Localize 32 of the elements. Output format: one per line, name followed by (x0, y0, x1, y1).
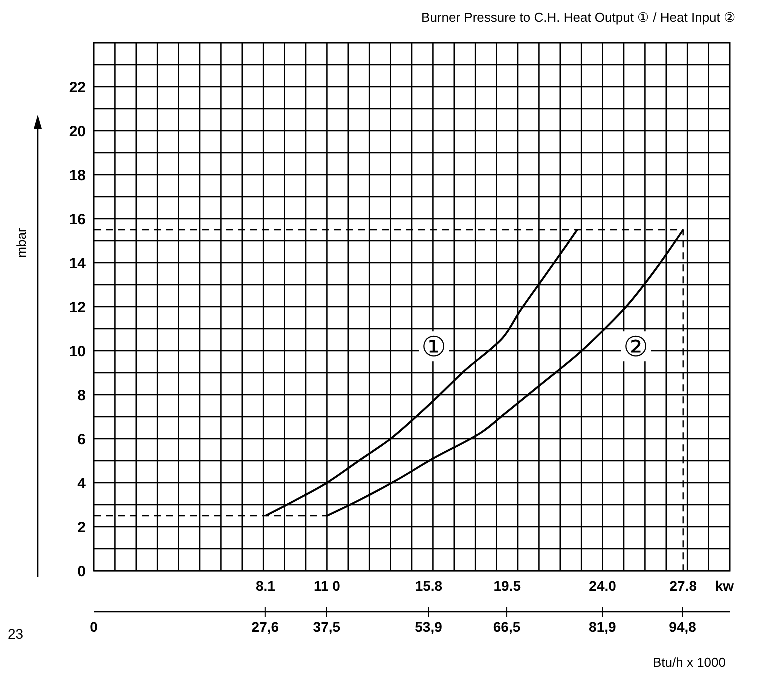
chart-title: Burner Pressure to C.H. Heat Output ① / Heat Input ② (422, 10, 736, 25)
x2-tick-label: 27,6 (252, 619, 280, 635)
x-tick-label: 19.5 (494, 578, 522, 594)
y-tick-label: 8 (78, 387, 86, 404)
y-tick-label: 20 (69, 123, 86, 140)
y-tick-label: 16 (69, 211, 86, 228)
x-tick-label: 24.0 (589, 578, 617, 594)
y-tick-label: 4 (78, 475, 87, 492)
x2-tick-label: 53,9 (415, 619, 443, 635)
y-axis-title: mbar (14, 228, 29, 258)
y-tick-label: 6 (78, 431, 86, 448)
text: 23 (8, 626, 24, 642)
y-tick-label: 2 (78, 519, 86, 536)
x-axis-title: kw (715, 578, 734, 594)
x2-axis-title: Btu/h x 1000 (653, 655, 726, 670)
y-tick-label: 18 (69, 167, 86, 184)
x-tick-label: 15.8 (415, 578, 443, 594)
x-tick-label: 8.1 (256, 578, 276, 594)
x2-tick-label: 66,5 (493, 619, 521, 635)
x-tick-label: 11 0 (314, 578, 341, 594)
y-tick-label: 0 (78, 563, 86, 580)
x-tick-label: 27.8 (670, 578, 698, 594)
annotation: ① (421, 330, 447, 364)
y-tick-label: 10 (69, 343, 86, 360)
y-tick-label: 12 (69, 299, 86, 316)
x2-tick-label: 94,8 (669, 619, 697, 635)
annotation: ② (623, 330, 649, 364)
x2-tick-label: 37,5 (313, 619, 341, 635)
x2-tick-label: 0 (90, 619, 98, 635)
y-tick-label: 14 (69, 255, 87, 272)
x2-tick-label: 81,9 (589, 619, 617, 635)
y-tick-label: 22 (69, 79, 86, 96)
